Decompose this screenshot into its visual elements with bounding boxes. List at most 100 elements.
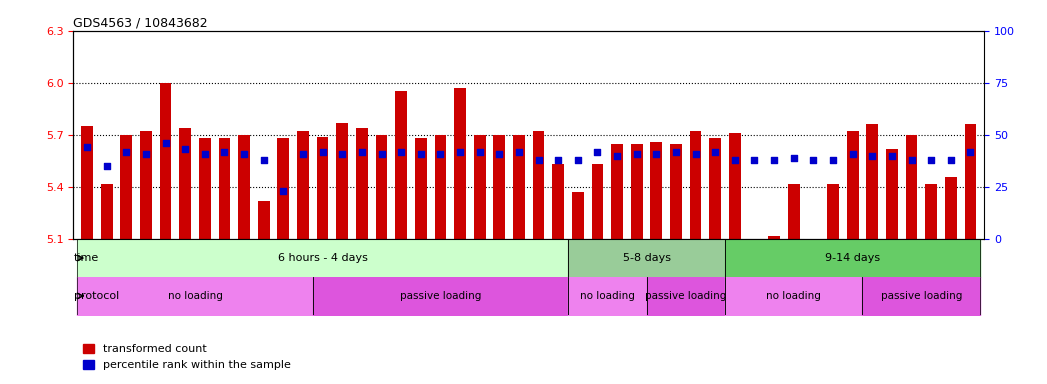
Bar bbox=[964, 124, 976, 239]
Point bbox=[687, 151, 704, 157]
Point bbox=[373, 151, 389, 157]
Point bbox=[825, 157, 842, 163]
Point bbox=[157, 140, 174, 146]
Bar bbox=[120, 135, 132, 239]
Bar bbox=[926, 184, 937, 239]
Point bbox=[785, 155, 802, 161]
Bar bbox=[827, 184, 839, 239]
Point bbox=[432, 151, 449, 157]
Point bbox=[904, 157, 920, 163]
Bar bbox=[395, 91, 407, 239]
Bar bbox=[316, 137, 329, 239]
Point bbox=[962, 149, 979, 155]
Bar bbox=[533, 131, 544, 239]
Text: passive loading: passive loading bbox=[400, 291, 481, 301]
Bar bbox=[435, 135, 446, 239]
Text: 9-14 days: 9-14 days bbox=[825, 253, 881, 263]
Bar bbox=[787, 184, 800, 239]
Text: protocol: protocol bbox=[73, 291, 119, 301]
Point bbox=[393, 149, 409, 155]
Text: 5-8 days: 5-8 days bbox=[623, 253, 670, 263]
Point bbox=[589, 149, 606, 155]
Point bbox=[765, 157, 782, 163]
Text: time: time bbox=[73, 253, 98, 263]
Point bbox=[884, 153, 900, 159]
Point bbox=[413, 151, 429, 157]
Point bbox=[530, 157, 547, 163]
Bar bbox=[82, 126, 93, 239]
Text: passive loading: passive loading bbox=[881, 291, 962, 301]
Point bbox=[197, 151, 214, 157]
Point bbox=[942, 157, 959, 163]
Point bbox=[451, 149, 468, 155]
Bar bbox=[376, 135, 387, 239]
Bar bbox=[572, 192, 584, 239]
Point bbox=[727, 157, 743, 163]
Text: passive loading: passive loading bbox=[645, 291, 727, 301]
Point bbox=[747, 157, 763, 163]
Bar bbox=[297, 131, 309, 239]
Bar bbox=[179, 128, 191, 239]
Point bbox=[805, 157, 822, 163]
Point bbox=[491, 151, 508, 157]
Bar bbox=[454, 88, 466, 239]
Point bbox=[216, 149, 232, 155]
Point bbox=[275, 188, 292, 194]
Point bbox=[628, 151, 645, 157]
Bar bbox=[729, 133, 741, 239]
Text: no loading: no loading bbox=[168, 291, 222, 301]
Bar bbox=[630, 144, 643, 239]
Point bbox=[844, 151, 861, 157]
Bar bbox=[710, 138, 721, 239]
Bar bbox=[238, 135, 250, 239]
Text: 6 hours - 4 days: 6 hours - 4 days bbox=[277, 253, 367, 263]
Bar bbox=[670, 144, 682, 239]
Point bbox=[334, 151, 351, 157]
Bar bbox=[473, 135, 486, 239]
Point bbox=[864, 153, 881, 159]
Bar bbox=[415, 138, 427, 239]
Point bbox=[354, 149, 371, 155]
Point bbox=[79, 144, 95, 151]
Point bbox=[314, 149, 331, 155]
Bar bbox=[611, 144, 623, 239]
Bar bbox=[199, 138, 210, 239]
Point bbox=[118, 149, 135, 155]
Point bbox=[255, 157, 272, 163]
Point bbox=[137, 151, 154, 157]
Bar bbox=[140, 131, 152, 239]
Point bbox=[98, 163, 115, 169]
Point bbox=[294, 151, 311, 157]
Bar bbox=[592, 164, 603, 239]
Point bbox=[707, 149, 723, 155]
Bar bbox=[356, 128, 367, 239]
Point bbox=[668, 149, 685, 155]
Point bbox=[236, 151, 252, 157]
Bar bbox=[944, 177, 957, 239]
Bar bbox=[906, 135, 917, 239]
Legend: transformed count, percentile rank within the sample: transformed count, percentile rank withi… bbox=[79, 340, 295, 375]
Bar bbox=[650, 142, 662, 239]
Point bbox=[608, 153, 625, 159]
Bar bbox=[219, 138, 230, 239]
Point bbox=[511, 149, 528, 155]
Bar bbox=[690, 131, 701, 239]
Point bbox=[471, 149, 488, 155]
Point bbox=[648, 151, 665, 157]
Bar bbox=[867, 124, 878, 239]
Bar bbox=[159, 83, 172, 239]
Text: no loading: no loading bbox=[766, 291, 821, 301]
Point bbox=[177, 146, 194, 152]
Bar bbox=[336, 123, 348, 239]
Bar bbox=[258, 201, 269, 239]
Bar bbox=[552, 164, 564, 239]
Point bbox=[570, 157, 586, 163]
Text: GDS4563 / 10843682: GDS4563 / 10843682 bbox=[73, 17, 208, 30]
Bar bbox=[847, 131, 859, 239]
Bar bbox=[101, 184, 113, 239]
Point bbox=[922, 157, 939, 163]
Bar bbox=[493, 135, 505, 239]
Bar bbox=[768, 236, 780, 239]
Text: no loading: no loading bbox=[580, 291, 634, 301]
Bar bbox=[513, 135, 525, 239]
